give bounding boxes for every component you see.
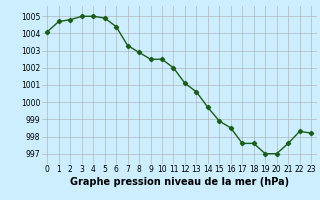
X-axis label: Graphe pression niveau de la mer (hPa): Graphe pression niveau de la mer (hPa) xyxy=(70,177,289,187)
